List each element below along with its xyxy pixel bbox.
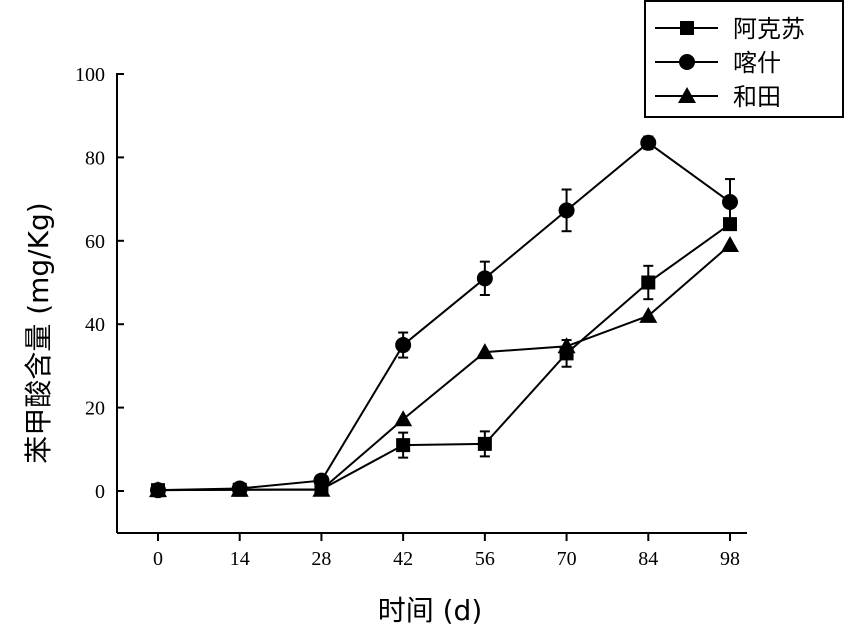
- data-point: [639, 306, 658, 323]
- x-axis-title: 时间 (d): [378, 594, 483, 627]
- data-point: [558, 202, 575, 219]
- x-tick-label: 28: [311, 548, 331, 570]
- legend-label: 阿克苏: [733, 15, 805, 43]
- axes: 0 20 40 60 80 100 0 14 28 42 56 70 84 98: [75, 64, 747, 570]
- series-triangle: [149, 235, 739, 498]
- x-tick-label: 70: [557, 548, 577, 570]
- x-tick-label: 0: [153, 548, 163, 570]
- x-tick-label: 56: [475, 548, 495, 570]
- x-tick-label: 14: [230, 548, 250, 570]
- data-point: [395, 337, 412, 354]
- x-tick-label: 98: [720, 548, 740, 570]
- legend-box: [644, 0, 844, 118]
- series-line: [157, 223, 731, 492]
- series-square: [151, 217, 737, 498]
- data-point: [721, 235, 739, 252]
- y-tick-label: 100: [75, 64, 105, 86]
- data-point: [722, 194, 738, 211]
- data-point: [557, 337, 576, 354]
- legend-label: 喀什: [733, 49, 781, 77]
- y-axis-title: 苯甲酸含量 (mg/Kg): [22, 202, 55, 463]
- data-point: [313, 472, 330, 489]
- data-point: [394, 410, 413, 427]
- x-tick-label: 42: [393, 548, 413, 570]
- data-point: [641, 275, 656, 290]
- series-layer: [149, 134, 739, 499]
- y-tick-label: 80: [85, 147, 105, 169]
- data-point: [477, 436, 492, 451]
- series-line: [157, 244, 731, 492]
- y-tick-label: 20: [85, 398, 105, 420]
- data-point: [230, 480, 249, 497]
- legend-marker: [678, 87, 696, 103]
- y-tick-label: 60: [85, 231, 105, 253]
- data-point: [476, 270, 493, 287]
- y-tick-label: 0: [95, 481, 105, 503]
- legend-marker: [680, 21, 694, 35]
- data-point: [475, 343, 494, 360]
- data-point: [312, 480, 331, 497]
- legend-marker: [679, 54, 695, 70]
- series-line: [157, 141, 731, 492]
- x-tick-label: 84: [638, 548, 658, 570]
- data-point: [149, 481, 167, 498]
- legend-label: 和田: [733, 83, 781, 111]
- y-tick-label: 40: [85, 314, 105, 336]
- data-point: [640, 134, 657, 151]
- data-point: [396, 438, 411, 453]
